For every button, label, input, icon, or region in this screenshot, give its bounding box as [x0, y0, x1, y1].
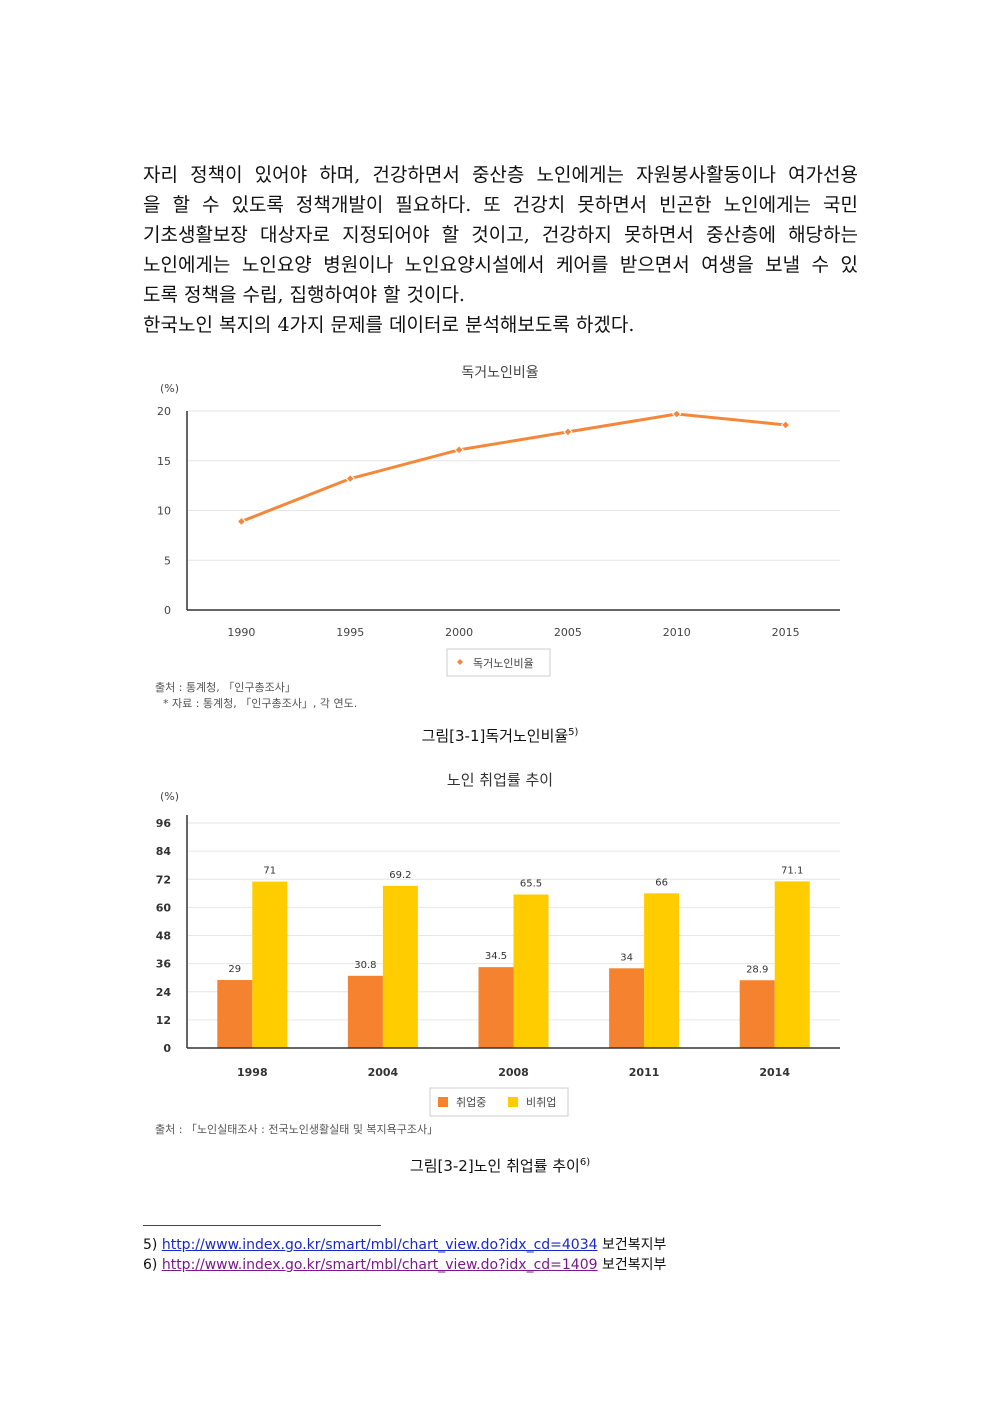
chart1-x-tick: 1995: [336, 626, 364, 639]
chart2-y-tick: 84: [156, 845, 172, 858]
chart2-x-tick: 2008: [498, 1066, 529, 1079]
chart-living-alone: 독거노인비율 (%) 0 5 10 15 20 1990 1995 2000 2005 2010 201…: [150, 355, 850, 680]
chart2-bar-employed: [217, 980, 253, 1048]
chart2-data-label: 71: [263, 866, 276, 877]
chart2-caption: 그림[3-2]노인 취업률 추이6): [0, 1155, 1000, 1176]
chart2-y-tick: 24: [156, 986, 172, 999]
chart2-y-tick: 60: [156, 901, 172, 914]
chart1-series-line: [240, 412, 786, 523]
chart2-bar-employed: [478, 967, 514, 1048]
chart1-point: [672, 409, 682, 419]
chart1-legend-box: [446, 648, 551, 677]
chart2-data-label: 66: [655, 877, 668, 888]
chart1-point: [236, 516, 247, 527]
chart2-legend-label-employed: 취업중: [456, 1096, 486, 1109]
chart2-bar-employed: [609, 968, 645, 1048]
chart1-y-tick: 0: [164, 604, 171, 617]
chart2-legend-box: [429, 1087, 569, 1117]
chart2-x-tick: 2011: [629, 1066, 660, 1079]
chart2-legend-marker-unemployed: [508, 1097, 518, 1107]
chart2-bar-unemployed: [774, 881, 810, 1048]
chart1-y-tick: 15: [157, 455, 171, 468]
footnote-rule: [143, 1225, 381, 1226]
chart2-y-tick: 96: [156, 817, 172, 830]
footnote-5-org: 보건복지부: [601, 1237, 667, 1253]
chart1-y-tick: 20: [157, 405, 171, 418]
chart2-legend-label-unemployed: 비취업: [526, 1096, 556, 1109]
chart1-source-line-2: * 자료 : 통계청, 「인구총조사」, 각 연도.: [163, 697, 358, 710]
chart2-y-tick: 0: [163, 1042, 171, 1055]
chart1-legend-marker: [457, 659, 463, 665]
chart2-caption-text: 그림[3-2]노인 취업률 추이: [409, 1157, 580, 1175]
paragraph-line-3: 기초생활보장 대상자로 지정되어야 할 것이고, 건강하지 못하면서 중산층에 …: [143, 224, 858, 246]
paragraph-line-5: 도록 정책을 수립, 집행하여야 할 것이다.: [143, 284, 465, 306]
chart-employment: 노인 취업률 추이 (%) 0 12 24 36 48 60 72 84 96 29 71 1998 30.…: [150, 765, 850, 1120]
chart1-point: [345, 473, 355, 484]
chart1-point: [454, 445, 464, 455]
chart1-source: 출처 : 통계청, 「인구총조사」 * 자료 : 통계청, 「인구총조사」, 각…: [155, 680, 357, 712]
chart1-y-unit: (%): [160, 382, 179, 395]
chart2-bar-employed: [739, 980, 775, 1048]
chart2-x-tick: 1998: [237, 1066, 268, 1079]
footnote-5-num: 5): [143, 1237, 158, 1253]
chart1-caption: 그림[3-1]독거노인비율5): [0, 725, 1000, 746]
chart1-source-line-1: 출처 : 통계청, 「인구총조사」: [155, 681, 296, 694]
chart2-data-label: 29: [228, 964, 241, 975]
chart2-y-tick: 72: [156, 873, 171, 886]
chart2-x-tick: 2014: [759, 1066, 790, 1079]
chart2-data-label: 34: [620, 952, 633, 963]
chart1-svg: 독거노인비율 (%) 0 5 10 15 20 1990 1995 2000 2005 2010 201…: [157, 365, 840, 677]
chart1-y-tick: 5: [164, 554, 171, 567]
chart1-x-tick: 2000: [445, 626, 473, 639]
chart1-x-tick: 2015: [772, 626, 800, 639]
chart1-point: [563, 427, 573, 437]
intro-line: 한국노인 복지의 4가지 문제를 데이터로 분석해보도록 하겠다.: [143, 314, 635, 336]
chart2-bar-employed: [347, 975, 383, 1048]
chart1-title: 독거노인비율: [461, 365, 538, 381]
chart2-svg: 노인 취업률 추이 (%) 0 12 24 36 48 60 72 84 96 29 71 1998 30.…: [156, 771, 840, 1117]
chart2-source: 출처 : 「노인실태조사 : 전국노인생활실태 및 복지욕구조사」: [155, 1123, 439, 1136]
chart1-x-tick: 2010: [663, 626, 691, 639]
chart2-y-tick: 12: [156, 1014, 171, 1027]
chart1-x-tick: 2005: [554, 626, 582, 639]
chart2-data-label: 28.9: [746, 964, 768, 975]
chart2-data-label: 71.1: [781, 865, 803, 876]
chart2-bar-unemployed: [513, 894, 549, 1048]
chart1-caption-text: 그림[3-1]독거노인비율: [421, 727, 569, 745]
chart1-legend-label: 독거노인비율: [473, 657, 534, 670]
chart2-y-tick: 36: [156, 958, 172, 971]
chart2-bar-unemployed: [252, 881, 288, 1048]
chart2-bar-unemployed: [382, 885, 418, 1048]
footnote-5-link[interactable]: http://www.index.go.kr/smart/mbl/chart_v…: [161, 1237, 598, 1253]
chart2-title: 노인 취업률 추이: [447, 771, 553, 789]
chart2-data-label: 34.5: [485, 951, 507, 962]
chart1-caption-note: 5): [568, 727, 579, 738]
chart2-data-label: 30.8: [354, 960, 376, 971]
chart2-caption-note: 6): [579, 1157, 591, 1168]
footnote-6-link[interactable]: http://www.index.go.kr/smart/mbl/chart_v…: [161, 1257, 598, 1273]
paragraph-line-2: 을 할 수 있도록 정책개발이 필요하다. 또 건강치 못하면서 빈곤한 노인에…: [143, 194, 858, 216]
chart2-data-label: 69.2: [389, 870, 411, 881]
chart1-y-tick: 10: [157, 505, 171, 518]
footnote-6-num: 6): [143, 1257, 158, 1273]
chart2-x-tick: 2004: [368, 1066, 399, 1079]
chart2-y-tick: 48: [156, 930, 171, 943]
chart1-x-tick: 1990: [227, 626, 255, 639]
chart2-legend-marker-employed: [438, 1097, 448, 1107]
paragraph-line-4: 노인에게는 노인요양 병원이나 노인요양시설에서 케어를 받으면서 여생을 보낼…: [143, 254, 858, 276]
footnote-6: 6) http://www.index.go.kr/smart/mbl/char…: [143, 1254, 666, 1274]
chart2-y-unit: (%): [160, 790, 179, 803]
chart1-point: [780, 420, 791, 430]
footnote-5: 5) http://www.index.go.kr/smart/mbl/char…: [143, 1234, 666, 1254]
chart2-bar-unemployed: [644, 893, 680, 1048]
paragraph-line-1: 자리 정책이 있어야 하며, 건강하면서 중산층 노인에게는 자원봉사활동이나 …: [143, 164, 858, 186]
chart2-data-label: 65.5: [520, 878, 542, 889]
footnote-6-org: 보건복지부: [601, 1257, 667, 1273]
